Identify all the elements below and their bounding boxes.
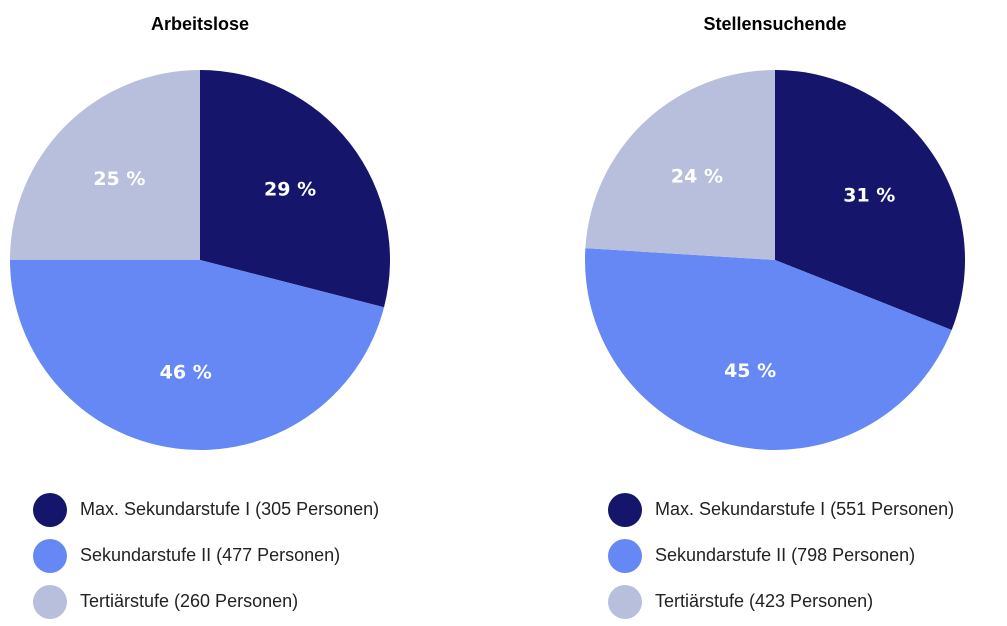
pie-slice: [200, 70, 390, 308]
legend-label: Tertiärstufe (423 Personen): [655, 591, 873, 611]
pie-slice: [775, 70, 965, 330]
chart-title: Stellensuchende: [703, 14, 846, 34]
legend-swatch: [608, 539, 642, 573]
legend-label: Sekundarstufe II (798 Personen): [655, 545, 915, 565]
data-label: 24 %: [671, 165, 723, 187]
legend-swatch: [33, 493, 67, 527]
legend-swatch: [33, 585, 67, 619]
data-label: 25 %: [93, 168, 145, 190]
data-label: 31 %: [843, 184, 895, 206]
legend-label: Max. Sekundarstufe I (551 Personen): [655, 499, 954, 519]
data-label: 29 %: [264, 179, 316, 201]
legend-swatch: [608, 493, 642, 527]
pie-slice: [10, 70, 200, 260]
legend-label: Max. Sekundarstufe I (305 Personen): [80, 499, 379, 519]
chart-title: Arbeitslose: [151, 14, 249, 34]
data-label: 45 %: [724, 360, 776, 382]
legend-label: Tertiärstufe (260 Personen): [80, 591, 298, 611]
data-label: 46 %: [160, 362, 212, 384]
legend-label: Sekundarstufe II (477 Personen): [80, 545, 340, 565]
legend-swatch: [608, 585, 642, 619]
pie-slice: [585, 70, 775, 260]
legend-swatch: [33, 539, 67, 573]
pie-slice: [10, 260, 385, 450]
pie-slice: [585, 248, 952, 450]
